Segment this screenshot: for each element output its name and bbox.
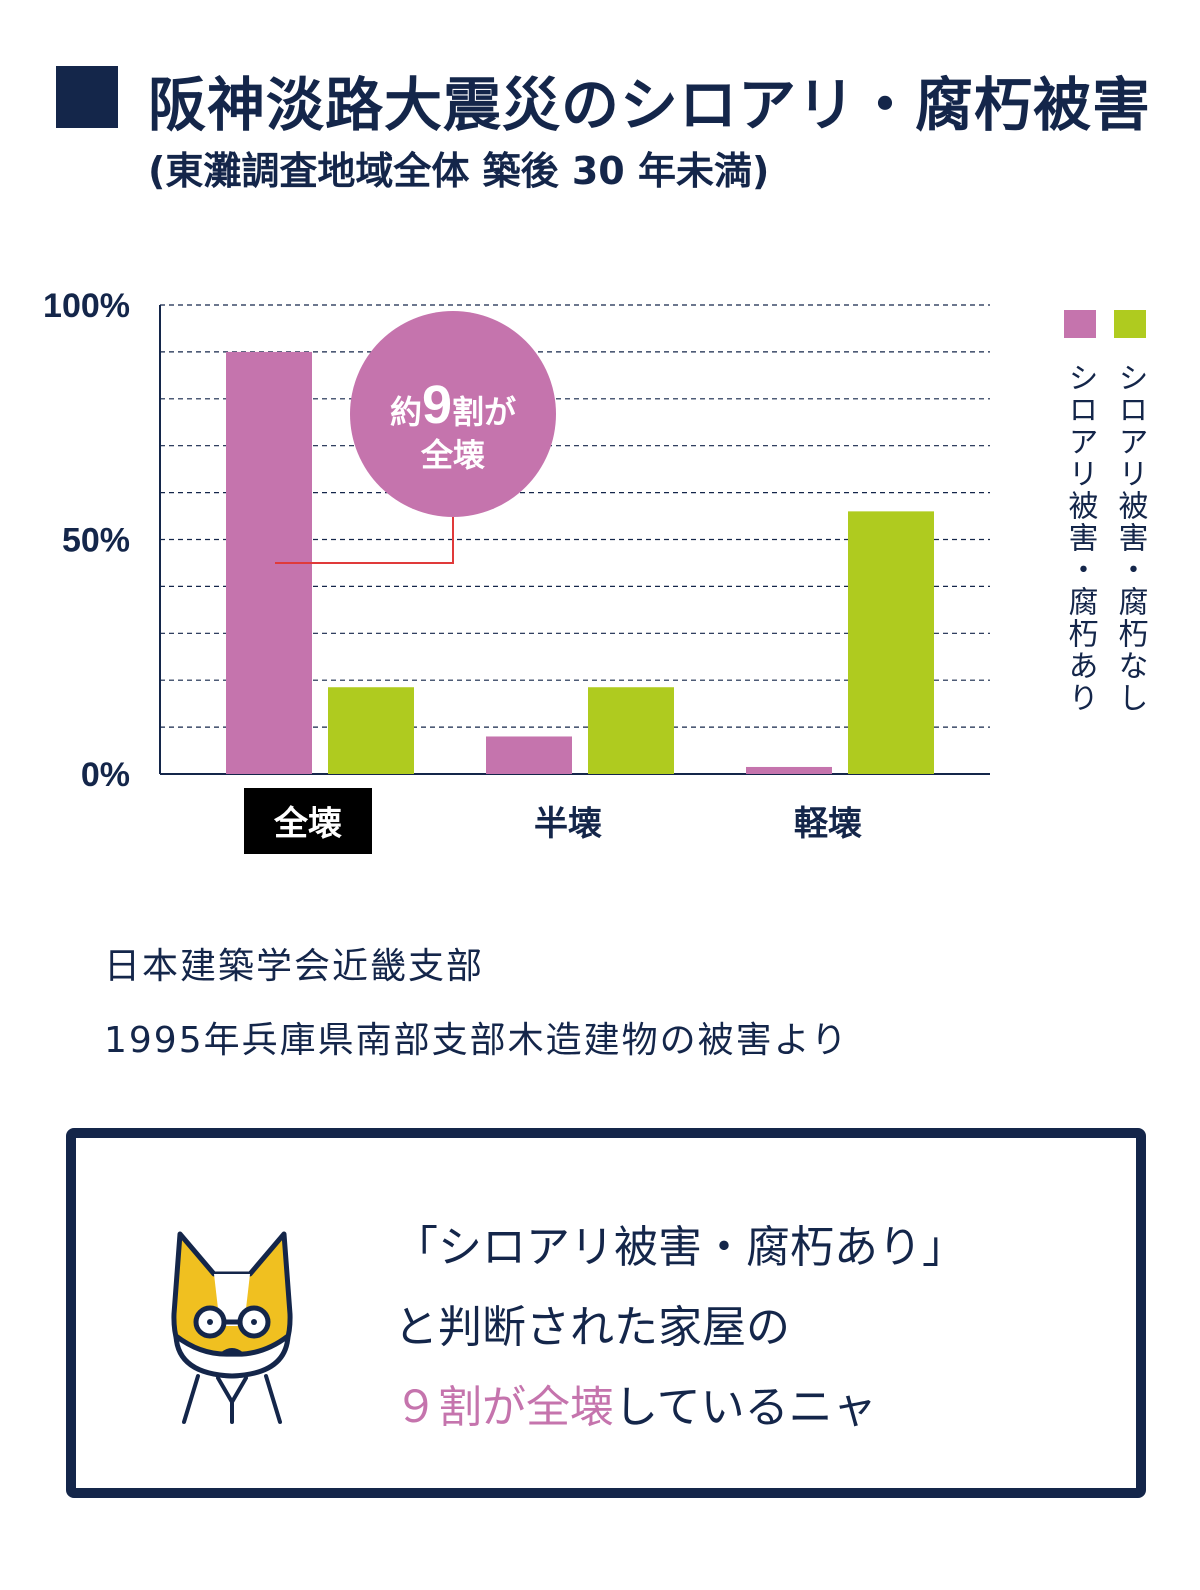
note-text: 「シロアリ被害・腐朽あり」 と判断された家屋の ９割が全壊しているニャ [394, 1208, 966, 1448]
bar-chart: 0%50%100% 全壊 半壊 軽壊 約9割が 全壊 シロアリ被害・腐朽あり シロアリ… [43, 287, 1149, 854]
source-citation: 日本建築学会近畿支部 1995年兵庫県南部支部木造建物の被害より [104, 930, 849, 1078]
bar [848, 511, 934, 774]
legend-swatch [1064, 310, 1096, 338]
bar [588, 687, 674, 774]
y-tick-label: 0% [81, 756, 130, 794]
callout-number: 9 [422, 375, 452, 435]
legend-swatch [1114, 310, 1146, 338]
callout-leader-line [275, 517, 454, 564]
chart-subtitle: (東灘調査地域全体 築後 30 年未満) [148, 149, 770, 193]
note-line1: 「シロアリ被害・腐朽あり」 [394, 1222, 966, 1273]
callout-circle [350, 311, 556, 517]
callout-line1: 約9割が [390, 375, 516, 435]
title-square-icon [56, 66, 118, 128]
bar [486, 736, 572, 774]
category-labels: 全壊 半壊 軽壊 [244, 788, 862, 854]
note-accent: ９割が全壊 [394, 1382, 614, 1433]
category-label: 全壊 [273, 804, 342, 844]
source-line1: 日本建築学会近畿支部 [104, 946, 485, 987]
bar [328, 687, 414, 774]
y-tick-label: 100% [43, 287, 130, 325]
note-rest: しているニャ [614, 1382, 877, 1433]
y-tick-label: 50% [62, 522, 130, 560]
category-highlight [244, 788, 372, 854]
callout: 約9割が 全壊 [275, 311, 556, 564]
bar [746, 766, 832, 774]
legend-label: シロアリ被害・腐朽なし [1113, 362, 1149, 714]
legend-label: シロアリ被害・腐朽あり [1063, 362, 1099, 714]
legend: シロアリ被害・腐朽あり シロアリ被害・腐朽なし [1063, 310, 1149, 714]
category-label: 軽壊 [794, 804, 862, 844]
y-tick-labels: 0% 50% 100% [43, 287, 130, 794]
note-line3: ９割が全壊しているニャ [394, 1368, 966, 1448]
note-box: 「シロアリ被害・腐朽あり」 と判断された家屋の ９割が全壊しているニャ [66, 1128, 1146, 1498]
category-label: 半壊 [534, 804, 602, 844]
note-line2: と判断された家屋の [394, 1302, 790, 1353]
callout-prefix: 約 [390, 393, 422, 431]
callout-suffix: 割が [452, 393, 516, 431]
source-line2: 1995年兵庫県南部支部木造建物の被害より [104, 1020, 849, 1061]
callout-line2: 全壊 [420, 436, 485, 474]
cat-with-glasses-icon [171, 1231, 293, 1424]
chart-title: 阪神淡路大震災のシロアリ・腐朽被害 [148, 71, 1152, 139]
